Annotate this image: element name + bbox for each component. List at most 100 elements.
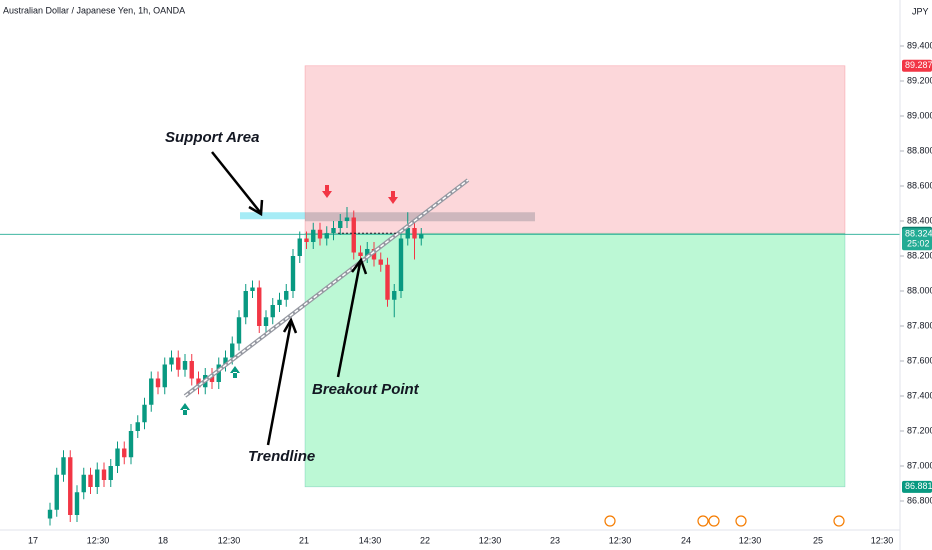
candle-body: [331, 228, 336, 234]
trendline-inner: [184, 179, 469, 397]
candle-body: [169, 357, 174, 365]
signal-arrows: [180, 185, 398, 415]
candle-body: [324, 233, 329, 239]
x-tick-label: 18: [158, 535, 168, 545]
x-tick-label: 12:30: [739, 535, 762, 545]
y-tick-label: 87.400: [907, 390, 932, 400]
candle-body: [311, 229, 316, 242]
y-tick-label: 88.200: [907, 250, 932, 260]
candle-body: [216, 364, 221, 382]
annotation: Support Area: [165, 129, 259, 146]
candle-body: [263, 317, 269, 326]
candle-body: [250, 287, 255, 291]
x-tick-label: 12:30: [87, 535, 110, 545]
event-icons: [604, 515, 845, 527]
x-tick-label: 12:30: [609, 535, 632, 545]
x-tick-label: 23: [550, 535, 560, 545]
x-tick-label: 25: [813, 535, 823, 545]
y-tick-label: 88.600: [907, 180, 932, 190]
candle-body: [115, 448, 120, 466]
candle-body: [122, 448, 127, 458]
x-tick-label: 12:30: [871, 535, 894, 545]
candle-body: [351, 217, 356, 253]
candle-body: [257, 287, 262, 326]
zones: [0, 65, 900, 488]
y-tick-label: 88.000: [907, 285, 932, 295]
candle-body: [230, 343, 235, 358]
x-tick-label: 12:30: [479, 535, 502, 545]
y-tick-label: 88.800: [907, 145, 932, 155]
candle-body: [223, 357, 228, 365]
y-tick-label: 89.000: [907, 110, 932, 120]
candle-body: [277, 299, 282, 305]
candle-body: [209, 375, 215, 382]
candle-body: [284, 291, 289, 300]
candle-body: [95, 469, 100, 487]
candle-body: [176, 357, 181, 370]
candle-body: [304, 238, 309, 242]
candle-body: [149, 378, 154, 405]
candle-body: [135, 422, 140, 431]
y-tick-label: 86.800: [907, 495, 932, 505]
candle-body: [358, 252, 363, 256]
candle-body: [162, 364, 167, 388]
plot: [47, 178, 470, 526]
annotation: Breakout Point: [312, 381, 420, 398]
candle-body: [270, 305, 275, 318]
price-label-box: [902, 59, 932, 72]
x-tick-label: 22: [420, 535, 430, 545]
candle-body: [74, 492, 80, 515]
candle-body: [290, 256, 296, 291]
candle-body: [189, 361, 194, 379]
candle-body: [419, 234, 424, 239]
stop-zone: [304, 65, 846, 234]
y-tick-label: 87.600: [907, 355, 932, 365]
candle-body: [108, 466, 113, 480]
candle-body: [182, 361, 188, 370]
candle-body: [378, 259, 383, 265]
candle-body: [392, 291, 397, 300]
x-tick-label: 14:30: [359, 535, 382, 545]
y-tick-label: 87.200: [907, 425, 932, 435]
annotation: Trendline: [248, 448, 315, 465]
candle-body: [155, 378, 161, 388]
candle-body: [398, 238, 404, 291]
candle-body: [236, 317, 242, 344]
candle-body: [54, 474, 59, 510]
candle-body: [68, 457, 73, 515]
candle-body: [385, 264, 390, 300]
candle-body: [101, 469, 107, 480]
candle-body: [405, 228, 410, 239]
candle-body: [61, 457, 66, 475]
price-label: 86.881: [905, 481, 932, 491]
candle-body: [196, 378, 201, 388]
y-tick-label: 89.400: [907, 40, 932, 50]
candle-body: [317, 229, 323, 239]
candle-body: [128, 431, 134, 458]
price-label: 89.287: [905, 60, 932, 70]
candle-body: [88, 474, 93, 487]
currency: JPY: [912, 6, 929, 16]
candle-body: [142, 404, 147, 423]
y-tick-label: 88.400: [907, 215, 932, 225]
price-label-box: [902, 480, 932, 493]
candle-body: [243, 291, 248, 318]
candle-body: [297, 238, 302, 256]
price-label: 88.324: [905, 229, 932, 239]
candle-body: [344, 217, 350, 221]
annotation-arrows: [211, 151, 368, 446]
x-tick-label: 24: [681, 535, 691, 545]
chart-title: Australian Dollar / Japanese Yen, 1h, OA…: [3, 5, 185, 15]
x-tick-label: 21: [299, 535, 309, 545]
candle-body: [365, 249, 370, 256]
x-tick-label: 12:30: [218, 535, 241, 545]
y-tick-label: 89.200: [907, 75, 932, 85]
countdown: 25:02: [907, 239, 930, 249]
y-tick-label: 87.000: [907, 460, 932, 470]
target-zone: [304, 232, 846, 488]
support-zone: [240, 212, 305, 220]
candle-body: [47, 509, 53, 519]
y-tick-label: 87.800: [907, 320, 932, 330]
